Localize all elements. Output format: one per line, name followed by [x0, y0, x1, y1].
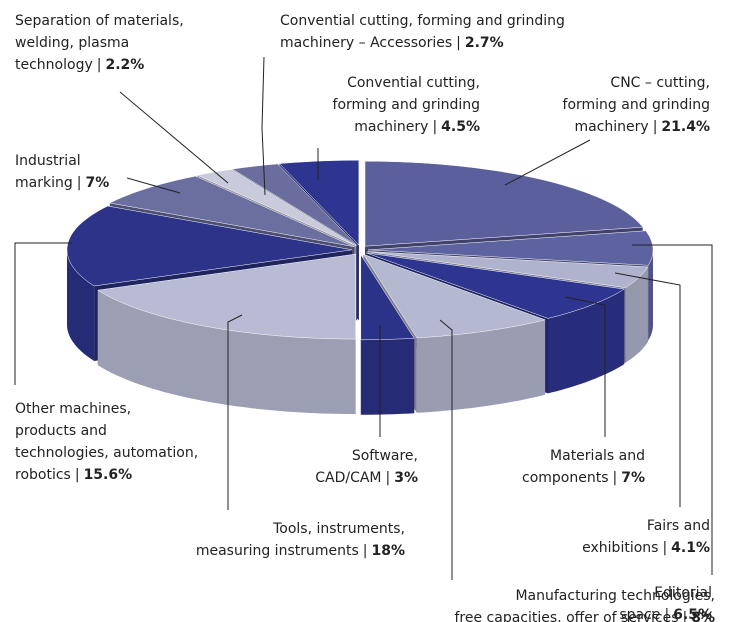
slice-label: Fairs and exhibitions | 4.1% — [582, 515, 710, 559]
slice-top — [66, 205, 353, 287]
slice-label: Separation of materials, welding, plasma… — [15, 10, 184, 76]
slice-label: Convential cutting, forming and grinding… — [333, 72, 480, 138]
category-name: Other machines, products and technologie… — [15, 401, 199, 483]
separator: | — [74, 467, 80, 483]
category-name: CNC – cutting, forming and grinding mach… — [562, 75, 710, 135]
separator: | — [662, 540, 668, 556]
slice-label: Software, CAD/CAM | 3% — [315, 445, 418, 489]
separator: | — [682, 610, 688, 622]
slice-side — [648, 249, 653, 341]
category-name: Manufacturing technologies, free capacit… — [454, 588, 716, 622]
slice-side — [416, 319, 546, 413]
leader-line — [632, 244, 713, 575]
category-name: Convential cutting, forming and grinding… — [332, 75, 480, 135]
slice-label: Manufacturing technologies, free capacit… — [455, 585, 716, 622]
separator: | — [652, 119, 658, 135]
category-name: Convential cutting, forming and grinding… — [280, 13, 565, 51]
leader-line — [504, 139, 591, 186]
slice-side — [97, 290, 356, 415]
separator: | — [664, 607, 670, 622]
category-name: Fairs and exhibitions — [582, 518, 710, 556]
value-label: 21.4% — [661, 119, 710, 135]
leader-line — [14, 242, 72, 385]
slice — [360, 253, 415, 415]
value-label: 2.7% — [464, 35, 504, 51]
slice-top — [364, 160, 644, 247]
slice-top — [360, 253, 415, 341]
slice-label: Editorial space | 6.5% — [619, 582, 712, 622]
value-label: 2.2% — [105, 57, 145, 73]
leader-line — [261, 56, 266, 196]
slice-label: Tools, instruments, measuring instrument… — [196, 518, 405, 562]
category-name: Tools, instruments, measuring instrument… — [195, 521, 405, 559]
separator: | — [612, 470, 618, 486]
slice-label: Convential cutting, forming and grinding… — [280, 10, 565, 54]
value-label: 7% — [85, 175, 110, 191]
category-name: Software, CAD/CAM — [315, 448, 418, 486]
slice-label: CNC – cutting, forming and grinding mach… — [563, 72, 710, 138]
slice-side — [67, 249, 95, 361]
value-label: 8% — [691, 610, 715, 622]
value-label: 18% — [371, 543, 405, 559]
value-label: 6.5% — [673, 607, 712, 622]
separator: | — [385, 470, 391, 486]
slice-label: Industrial marking | 7% — [15, 150, 109, 194]
slice-top — [278, 159, 360, 246]
slice-top — [97, 253, 356, 340]
slice-label: Materials and components | 7% — [522, 445, 645, 489]
slice-top — [367, 230, 654, 266]
value-label: 4.5% — [441, 119, 480, 135]
slice — [97, 253, 356, 415]
separator: | — [456, 35, 461, 51]
category-name: Editorial space — [619, 585, 712, 622]
slice-side — [360, 338, 415, 415]
category-name: Separation of materials, welding, plasma… — [15, 13, 184, 73]
value-label: 3% — [394, 470, 418, 486]
slice-top — [231, 163, 358, 246]
separator: | — [432, 119, 438, 135]
slice-label: Other machines, products and technologie… — [15, 398, 198, 486]
leader-line — [126, 177, 181, 194]
slice-top — [362, 253, 546, 339]
leader-line — [227, 314, 243, 510]
leader-line — [119, 91, 229, 184]
value-label: 15.6% — [83, 467, 133, 483]
slice-top — [109, 175, 355, 247]
separator: | — [96, 57, 102, 73]
leader-line — [564, 296, 606, 437]
category-name: Materials and components — [522, 448, 645, 486]
value-label: 4.1% — [671, 540, 710, 556]
value-label: 7% — [621, 470, 645, 486]
slice-top — [366, 252, 625, 319]
separator: | — [76, 175, 82, 191]
category-name: Industrial marking — [15, 153, 81, 191]
separator: | — [362, 543, 368, 559]
leader-line — [614, 272, 681, 507]
leader-line — [439, 319, 453, 580]
slice-top — [196, 169, 357, 247]
slice-side — [625, 266, 648, 363]
